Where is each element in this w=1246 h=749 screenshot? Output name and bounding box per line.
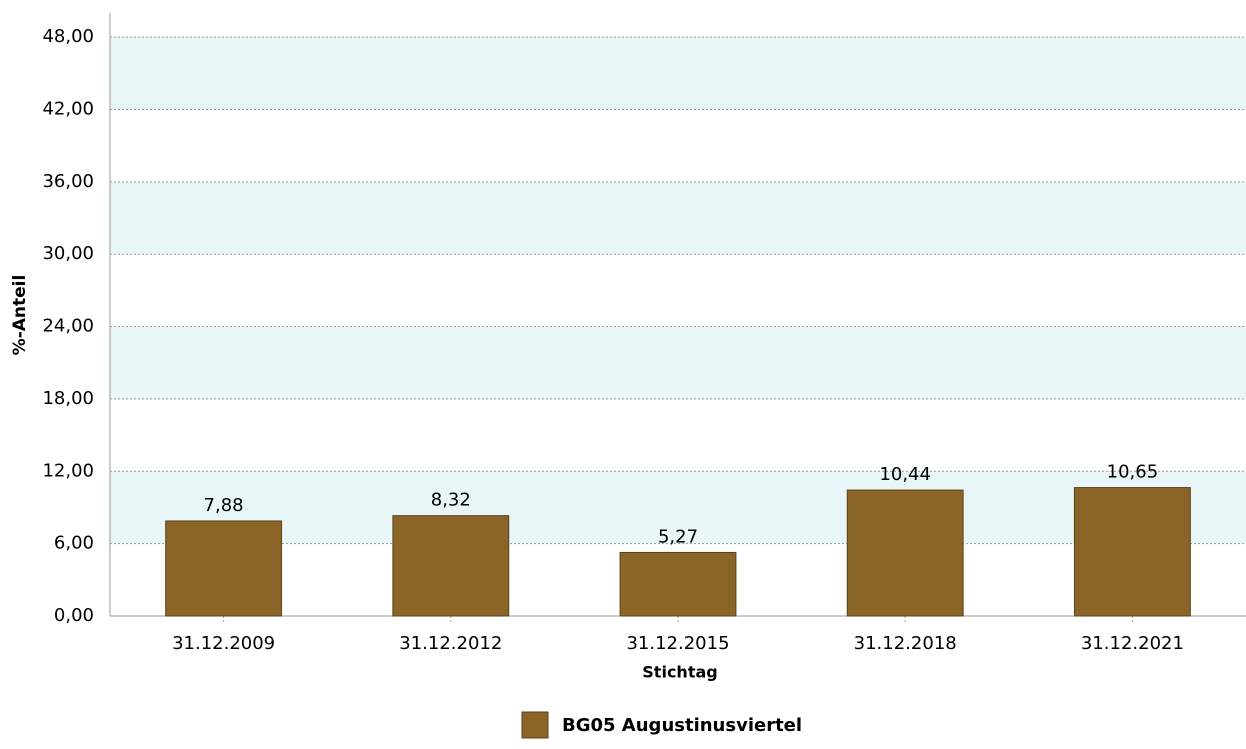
value-label: 8,32 <box>431 490 471 511</box>
y-tick-label: 42,00 <box>42 98 94 119</box>
grid-band <box>110 326 1246 399</box>
y-tick-label: 30,00 <box>42 243 94 264</box>
grid-band <box>110 471 1246 544</box>
legend-swatch <box>521 711 549 739</box>
bar <box>165 520 283 617</box>
grid-band <box>110 181 1246 255</box>
x-axis-label: Stichtag <box>642 663 717 682</box>
x-tick-label: 31.12.2021 <box>1081 633 1184 654</box>
x-tick-label: 31.12.2015 <box>626 633 729 654</box>
y-axis-label: %-Anteil <box>10 275 30 356</box>
y-tick-label: 0,00 <box>54 605 94 626</box>
bar <box>619 551 737 617</box>
value-label: 5,27 <box>658 526 698 547</box>
y-tick-label: 24,00 <box>42 316 94 337</box>
y-tick-label: 6,00 <box>54 533 94 554</box>
value-label: 10,65 <box>1107 462 1159 483</box>
bar <box>392 515 510 617</box>
legend-label: BG05 Augustinusviertel <box>562 715 802 736</box>
y-tick-label: 18,00 <box>42 388 94 409</box>
y-tick-label: 36,00 <box>42 171 94 192</box>
bar <box>846 489 964 617</box>
y-tick-label: 48,00 <box>42 26 94 47</box>
value-label: 10,44 <box>879 464 931 485</box>
x-tick-label: 31.12.2012 <box>399 633 502 654</box>
x-tick-label: 31.12.2009 <box>172 633 275 654</box>
grid-band <box>110 37 1246 110</box>
bar <box>1073 487 1191 617</box>
value-label: 7,88 <box>204 495 244 516</box>
x-tick-label: 31.12.2018 <box>854 633 957 654</box>
y-tick-label: 12,00 <box>42 460 94 481</box>
